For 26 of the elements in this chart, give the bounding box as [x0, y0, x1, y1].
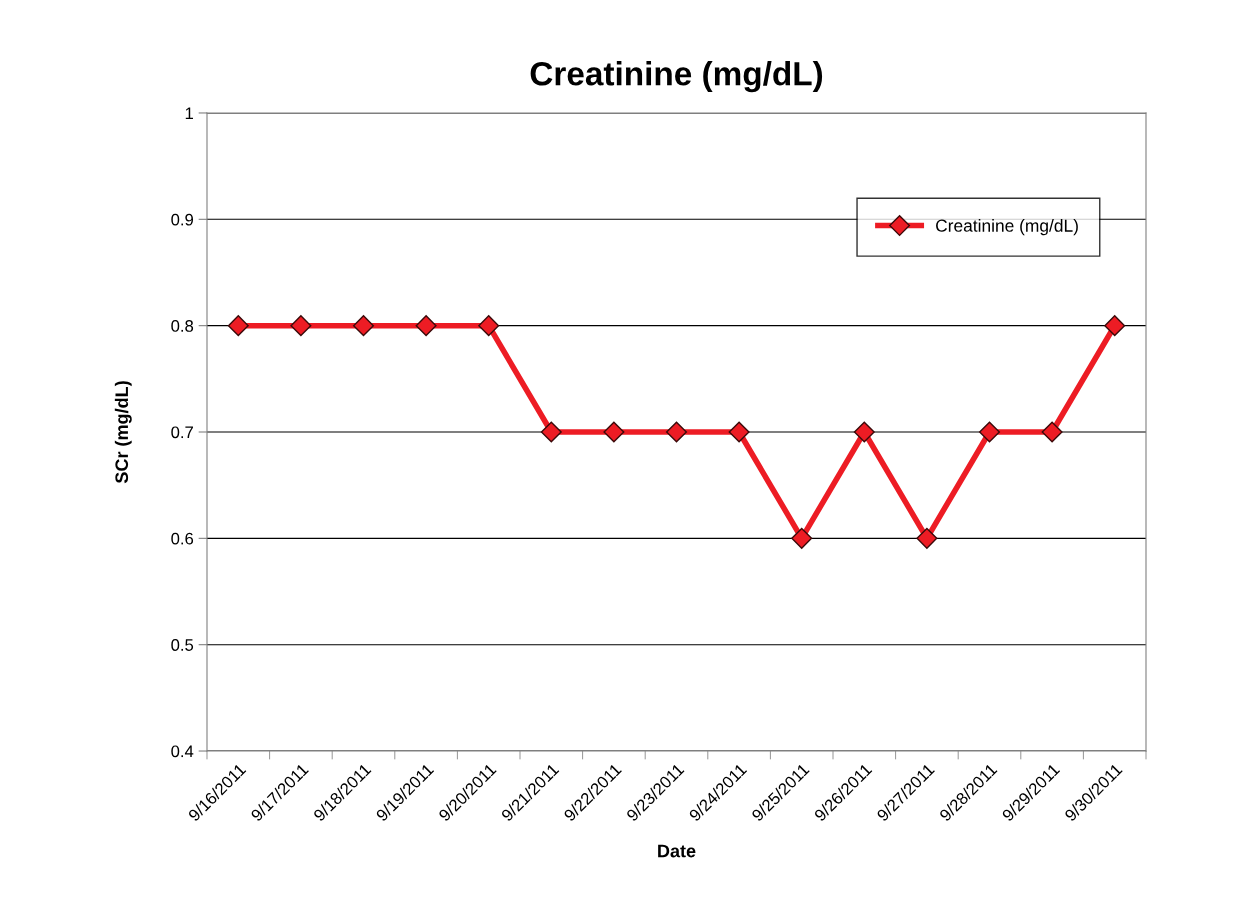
- point: [540, 421, 562, 443]
- y-tick-label: 0.5: [171, 639, 194, 651]
- chart-title: Creatinine (mg/dL): [530, 61, 823, 93]
- y-tick-label: 0.8: [171, 320, 194, 332]
- point: [290, 315, 312, 337]
- point: [1104, 315, 1126, 337]
- y-tick-label: 0.4: [171, 745, 194, 758]
- point: [227, 315, 249, 337]
- point: [791, 527, 813, 549]
- point: [352, 315, 375, 337]
- y-axis-title: SCr (mg/dL): [114, 381, 132, 484]
- point: [853, 421, 875, 443]
- y-tick-label: 0.7: [171, 426, 193, 439]
- point: [728, 421, 750, 443]
- legend-label: Creatinine (mg/dL): [936, 219, 1078, 236]
- point: [603, 421, 625, 443]
- point: [978, 421, 1001, 443]
- point: [916, 527, 938, 549]
- point: [665, 421, 688, 443]
- point: [415, 315, 437, 337]
- point: [478, 315, 500, 337]
- point: [1041, 421, 1063, 443]
- y-tick-label: 1: [185, 107, 193, 120]
- y-tick-label: 0.9: [171, 213, 194, 226]
- x-axis-title: Date: [658, 844, 696, 858]
- y-tick-label: 0.6: [171, 532, 194, 545]
